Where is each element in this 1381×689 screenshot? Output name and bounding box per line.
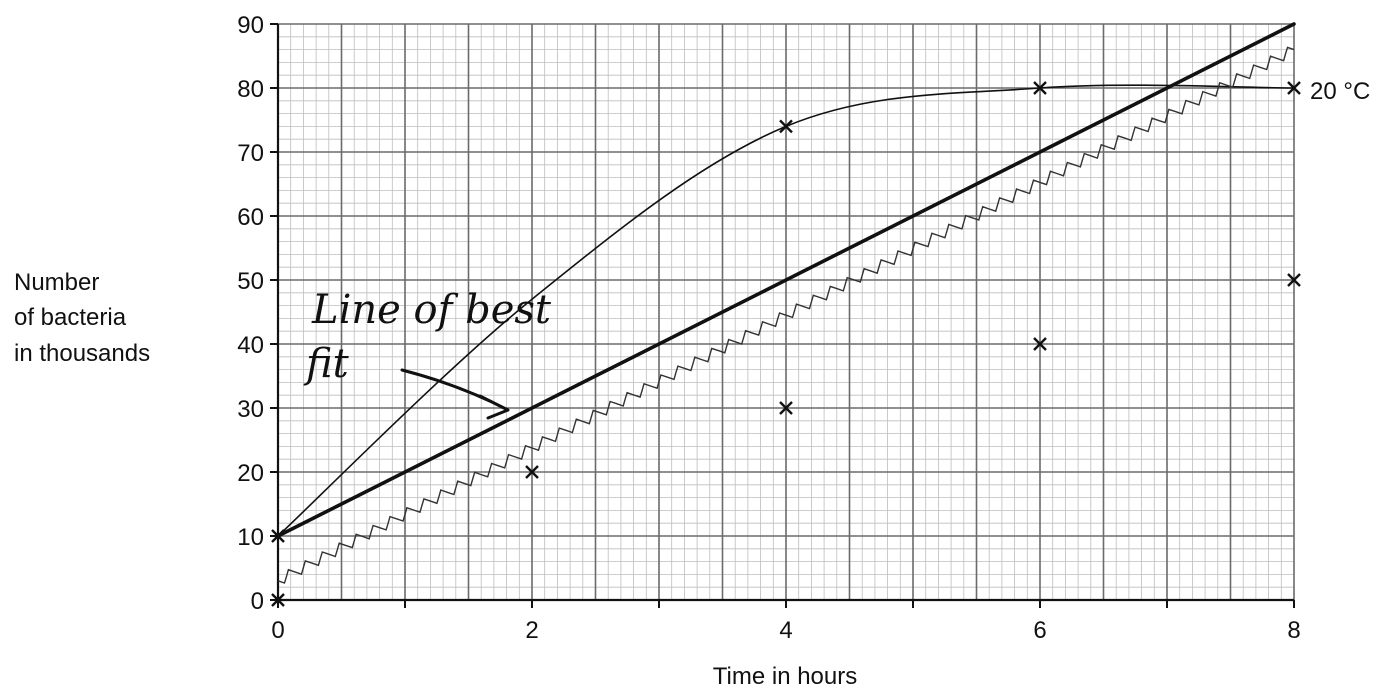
data-point-marker: [1033, 337, 1047, 351]
x-tick-label: 0: [271, 617, 284, 644]
curve-20c-marker: [271, 529, 285, 543]
y-tick-labels: 0 10 20 30 40 50 60 70 80 90: [237, 12, 264, 615]
y-tick-label: 90: [237, 12, 264, 39]
y-tick-label: 70: [237, 140, 264, 167]
x-tick-label: 2: [525, 617, 538, 644]
axes: [270, 23, 1295, 608]
x-tick-label: 4: [779, 617, 792, 644]
curve-label: 20 °C: [1310, 78, 1370, 105]
wavy-line: [277, 46, 1295, 584]
y-tick-label: 50: [237, 268, 264, 295]
y-axis-title-line-1: Number: [14, 269, 99, 296]
y-tick-label: 10: [237, 524, 264, 551]
x-axis-title: Time in hours: [713, 663, 858, 689]
x-tick-label: 8: [1287, 617, 1300, 644]
annotation-line-2: fit: [303, 341, 350, 387]
series-layer: [276, 22, 1296, 584]
data-markers: [271, 81, 1301, 607]
curve-20c-marker: [1033, 81, 1047, 95]
y-tick-label: 60: [237, 204, 264, 231]
curve-20c-marker: [1287, 81, 1301, 95]
y-axis-title-line-3: in thousands: [14, 340, 150, 367]
curve-20c: [277, 84, 1295, 537]
y-tick-label: 40: [237, 332, 264, 359]
y-tick-label: 30: [237, 396, 264, 423]
annotation-line-1: Line of best: [311, 287, 552, 333]
data-point-marker: [525, 465, 539, 479]
y-tick-label: 0: [251, 588, 264, 615]
data-point-marker: [779, 401, 793, 415]
annotation-arrow: [400, 368, 510, 420]
data-point-marker: [271, 593, 285, 607]
y-axis-title-line-2: of bacteria: [14, 304, 127, 331]
x-tick-label: 6: [1033, 617, 1046, 644]
curve-20c-marker: [779, 119, 793, 134]
bold-best-fit-line: [276, 22, 1296, 538]
y-tick-label: 80: [237, 76, 264, 103]
data-point-marker: [1287, 273, 1301, 287]
y-tick-label: 20: [237, 460, 264, 487]
x-tick-labels: 0 2 4 6 8: [271, 617, 1300, 644]
